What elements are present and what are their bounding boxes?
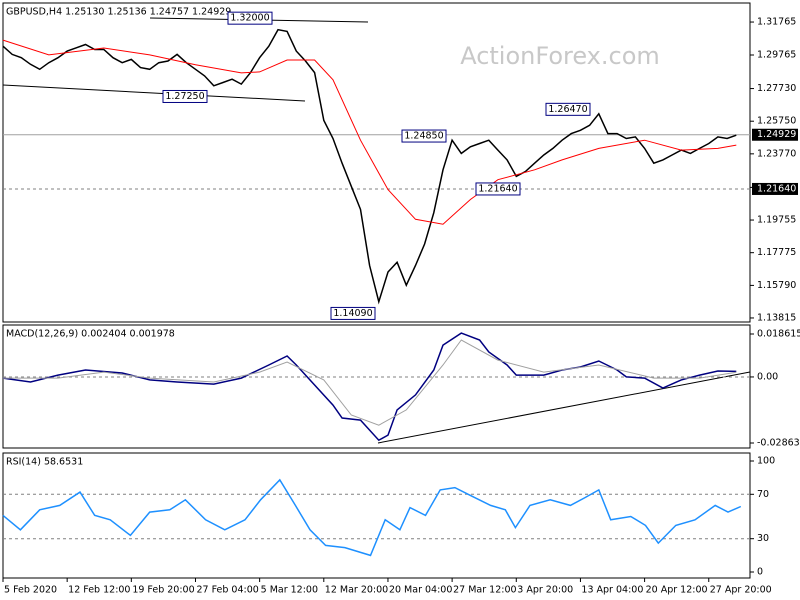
y-tick-label: 1.31765 <box>757 17 796 28</box>
annotation-box <box>162 89 208 103</box>
y-tick-label: 1.19755 <box>757 215 796 226</box>
panel-title: MACD(12,26,9) 0.002404 0.001978 <box>6 329 175 340</box>
y-tick-label: 70 <box>757 489 769 500</box>
level-label-box <box>752 182 798 195</box>
series-line <box>2 332 737 442</box>
annotation-label: 1.14090 <box>333 308 372 319</box>
x-tick-label: 12 Mar 20:00 <box>325 585 388 596</box>
annotation-box <box>227 11 273 25</box>
x-tick-label: 3 Apr 20:00 <box>517 585 573 596</box>
annotation-box <box>401 129 447 143</box>
panel-title: RSI(14) 58.6531 <box>6 457 83 468</box>
x-tick-label: 27 Mar 12:00 <box>453 585 516 596</box>
x-tick-label: 20 Mar 04:00 <box>389 585 452 596</box>
series-line <box>2 478 742 557</box>
y-tick-label: 1.27730 <box>757 83 796 94</box>
annotation-box <box>475 182 521 196</box>
y-tick-label: 1.29765 <box>757 50 796 61</box>
y-tick-label: 0.00 <box>757 371 778 382</box>
x-tick-label: 5 Mar 12:00 <box>261 585 318 596</box>
y-tick-label: 1.25750 <box>757 116 796 127</box>
x-tick-label: 19 Feb 20:00 <box>132 585 194 596</box>
x-tick-label: 27 Feb 04:00 <box>196 585 258 596</box>
y-tick-label: 1.13815 <box>757 312 796 323</box>
watermark: ActionForex.com <box>460 42 660 70</box>
last-price-box <box>752 128 798 141</box>
x-tick-label: 5 Feb 2020 <box>4 585 57 596</box>
annotation-box <box>330 306 376 320</box>
x-tick-label: 27 Apr 20:00 <box>710 585 772 596</box>
annotation-box <box>545 102 591 116</box>
level-label: 1.21640 <box>757 183 796 194</box>
x-tick-label: 13 Apr 04:00 <box>581 585 643 596</box>
series-line <box>3 339 737 426</box>
y-tick-label: 30 <box>757 533 769 544</box>
series-line <box>2 39 737 225</box>
y-tick-label: 0 <box>757 567 763 578</box>
last-price-label: 1.24929 <box>757 129 796 140</box>
y-tick-label: 1.17775 <box>757 247 796 258</box>
annotation-label: 1.27250 <box>165 91 204 102</box>
x-tick-label: 12 Feb 12:00 <box>68 585 130 596</box>
annotation-label: 1.24850 <box>404 131 443 142</box>
annotation-label: 1.32000 <box>230 13 269 24</box>
annotation-label: 1.21640 <box>478 183 517 194</box>
panel-title: GBPUSD,H4 1.25130 1.25136 1.24757 1.2492… <box>6 7 231 18</box>
y-tick-label: 0.018615 <box>757 329 800 340</box>
trendline <box>377 371 751 444</box>
annotation-label: 1.26470 <box>548 104 587 115</box>
y-tick-label: 1.23770 <box>757 148 796 159</box>
y-tick-label: -0.028631 <box>757 437 800 448</box>
panel-frame <box>2 2 751 323</box>
y-tick-label: 100 <box>757 455 775 466</box>
series-line <box>2 28 737 305</box>
panel-frame <box>2 324 751 449</box>
y-tick-label: 1.15790 <box>757 280 796 291</box>
trendline <box>2 84 306 102</box>
x-tick-label: 20 Apr 12:00 <box>646 585 708 596</box>
